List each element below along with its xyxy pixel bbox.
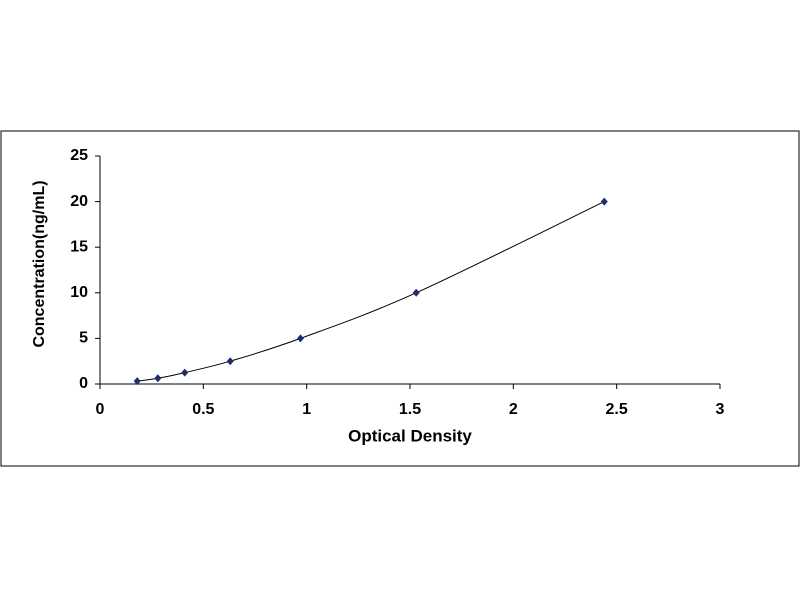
data-point: [296, 334, 304, 343]
x-tick-label: 0: [96, 401, 105, 418]
y-axis-label: Concentration(ng/mL): [31, 180, 48, 347]
chart-frame: [0, 130, 800, 467]
x-tick-label: 0.5: [192, 401, 214, 418]
x-tick-label: 1.5: [399, 401, 421, 418]
data-point: [226, 357, 234, 366]
data-point: [600, 197, 608, 206]
data-point: [412, 288, 420, 297]
x-tick-label: 3: [716, 401, 725, 418]
x-tick-label: 2: [509, 401, 518, 418]
x-tick-label: 2.5: [606, 401, 628, 418]
data-point: [154, 374, 162, 383]
x-axis-label: Optical Density: [348, 426, 472, 445]
data-point: [181, 368, 189, 377]
y-tick-label: 0: [79, 375, 88, 392]
x-tick-label: 1: [302, 401, 311, 418]
data-point: [133, 377, 141, 386]
y-tick-label: 25: [70, 147, 88, 164]
y-tick-label: 5: [79, 330, 88, 347]
y-tick-label: 10: [70, 284, 88, 301]
y-tick-label: 20: [70, 193, 88, 210]
y-tick-label: 15: [70, 238, 88, 255]
